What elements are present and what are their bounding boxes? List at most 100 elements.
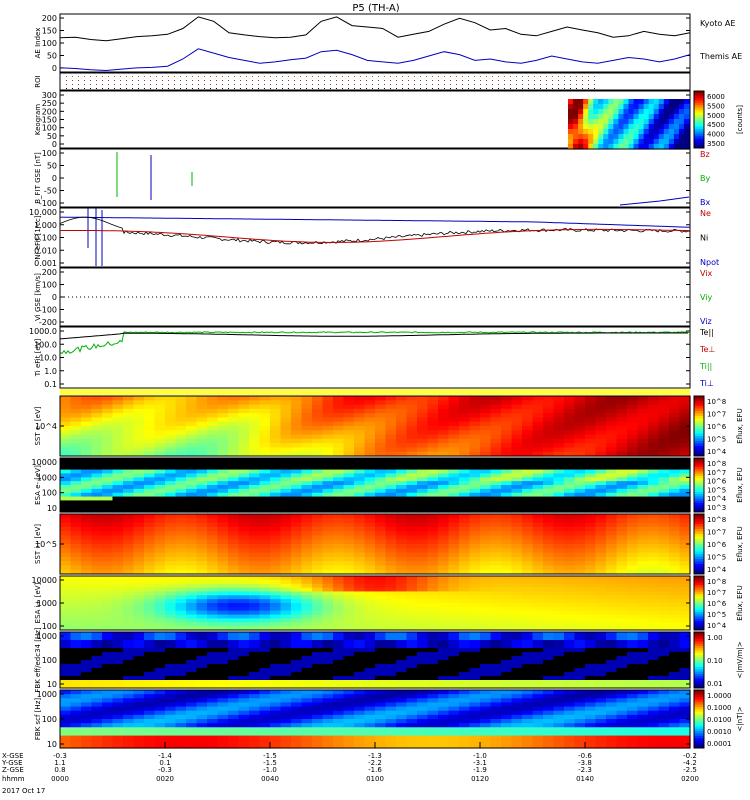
esa-i-cell: [144, 614, 156, 620]
sst-i-cell: [448, 552, 460, 558]
roi-dot: [312, 88, 313, 89]
esa-e-cell: [438, 508, 450, 513]
esa-e-cell: [175, 485, 187, 490]
sst-e-cell: [364, 438, 376, 444]
roi-dot: [534, 84, 535, 85]
sst-e-cell: [490, 447, 502, 453]
sst-e-cell: [70, 451, 82, 457]
esa-i-cell: [396, 603, 408, 608]
fbk-e-cell: [375, 664, 387, 669]
esa-i-cell: [522, 622, 534, 627]
sst-e-cell: [438, 400, 450, 406]
fbk-e-cell: [207, 640, 219, 645]
esa-e-cell: [606, 488, 618, 494]
esa-e-cell: [228, 485, 240, 490]
esa-e-cell: [175, 500, 187, 505]
sst-i-cell: [354, 561, 366, 567]
fbk-e-cell: [238, 680, 250, 685]
roi-dot: [414, 76, 415, 77]
velocity-legend-2: Viz: [700, 317, 712, 326]
fbk-e-cell: [144, 660, 156, 665]
esa-i-cell: [238, 622, 250, 627]
esa-e-cell: [165, 496, 177, 502]
fbk-e-cell: [102, 656, 114, 661]
fbk-e-cell: [333, 676, 345, 681]
sst-i-colorbar-cell: [694, 516, 704, 520]
ae-ytick-label: 150: [42, 27, 57, 36]
fbk-e-cell: [123, 640, 135, 645]
sst-e-cell: [574, 417, 586, 423]
sst-e-cell: [91, 443, 103, 449]
esa-i-colorbar-cell: [694, 587, 704, 590]
fbk-e-cell: [532, 636, 544, 641]
fbk-e-cell: [417, 656, 429, 661]
sst-e-cell: [102, 417, 114, 423]
bfit-ylabel: B_FIT GSE [nT]: [34, 152, 42, 204]
esa-i-cell: [102, 576, 114, 581]
esa-e-cell: [270, 496, 282, 502]
fbk-e-cell: [249, 644, 261, 649]
esa-e-cell: [564, 492, 576, 498]
esa-e-cell: [469, 458, 481, 463]
esa-e-cell: [658, 465, 670, 471]
esa-e-cell: [469, 500, 481, 505]
esa-i-cell: [249, 579, 261, 585]
keogram-cell: [628, 99, 635, 105]
sst-e-cell: [396, 443, 408, 449]
esa-i-cell: [574, 618, 586, 623]
sst-e-cell: [280, 421, 292, 427]
esa-e-cell: [312, 492, 324, 498]
sst-e-cell: [616, 447, 628, 453]
sst-e-cell: [291, 443, 303, 449]
sst-i-cell: [259, 522, 271, 528]
sst-e-cell: [627, 451, 639, 457]
esa-e-cell: [196, 477, 208, 482]
sst-i-cell: [133, 535, 145, 541]
keogram-cell: [643, 124, 650, 130]
esa-e-cell: [543, 465, 555, 471]
esa-e-cell: [480, 477, 492, 482]
esa-e-cell: [522, 465, 534, 471]
sst-i-cell: [102, 544, 114, 549]
esa-e-colorbar-cell: [694, 467, 704, 470]
keogram-cell: [653, 129, 660, 135]
sst-e-cell: [154, 413, 166, 419]
esa-e-cell: [175, 477, 187, 482]
roi-dot: [444, 80, 445, 81]
esa-i-cell: [396, 587, 408, 593]
sst-e-cell: [490, 434, 502, 440]
fbk-e-cell: [438, 672, 450, 677]
esa-i-cell: [259, 606, 271, 612]
roi-dot: [240, 88, 241, 89]
sst-e-cell: [280, 408, 292, 414]
sst-i-cell: [543, 569, 555, 575]
sst-i-cell: [60, 539, 72, 545]
esa-e-cell: [280, 461, 292, 467]
esa-e-cell: [522, 469, 534, 475]
sst-i-cell: [312, 544, 324, 549]
esa-i-cell: [553, 614, 565, 620]
esa-i-cell: [648, 591, 660, 596]
esa-e-cell: [585, 488, 597, 494]
sst-e-colorbar-cell: [694, 401, 704, 404]
sst-e-cell: [333, 451, 345, 457]
esa-i-cell: [301, 603, 313, 608]
sst-e-cell: [81, 400, 93, 406]
esa-e-cell: [669, 500, 681, 505]
esa-e-cell: [490, 492, 502, 498]
velocity-ytick-label: 100: [42, 281, 57, 290]
esa-e-cell: [196, 465, 208, 471]
sst-i-cell: [438, 539, 450, 545]
fbk-e-cell: [165, 684, 177, 689]
esa-i-cell: [511, 606, 523, 612]
sst-i-cell: [595, 552, 607, 558]
sst-e-cell: [175, 400, 187, 406]
sst-e-cell: [396, 426, 408, 431]
fbk-e-cell: [553, 636, 565, 641]
keogram-cell: [673, 139, 680, 145]
esa-e-cell: [585, 504, 597, 509]
keogram-cell: [573, 99, 579, 105]
esa-e-cell: [259, 485, 271, 490]
sst-i-cell: [343, 535, 355, 541]
sst-e-cell: [406, 421, 418, 427]
